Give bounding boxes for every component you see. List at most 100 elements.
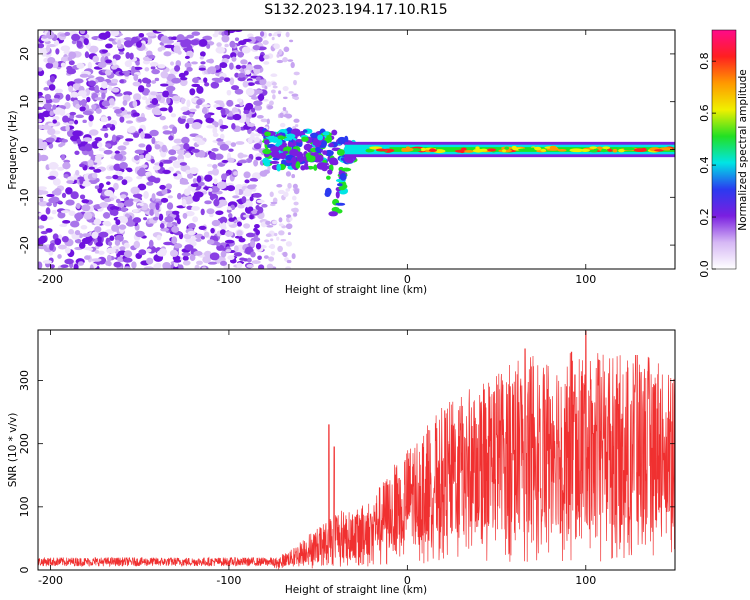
spectrogram-noise-blob xyxy=(117,145,127,151)
spectrogram-noise-blob xyxy=(173,173,178,177)
spectrogram-noise-blob xyxy=(270,238,274,242)
spectrogram-noise-blob xyxy=(259,79,266,85)
spectrogram-noise-blob xyxy=(172,210,180,215)
spectrogram-noise-blob xyxy=(166,202,174,210)
spectrogram-noise-blob xyxy=(161,144,167,153)
spectrogram-carrier-blob xyxy=(324,191,331,198)
spectrogram-noise-blob xyxy=(235,184,243,190)
spectrogram-noise-blob xyxy=(100,128,109,132)
spectrogram-noise-blob xyxy=(278,90,282,95)
spectrogram-noise-blob xyxy=(289,217,293,221)
spectrogram-carrier-blob xyxy=(328,211,338,217)
spectrogram-noise-blob xyxy=(107,241,113,247)
spectrogram-noise-blob xyxy=(71,33,81,42)
spectrogram-noise-blob xyxy=(95,241,104,247)
spectrogram-noise-blob xyxy=(136,116,147,122)
spectrogram-noise-blob xyxy=(162,169,171,174)
spectrogram-carrier-blob xyxy=(269,160,280,164)
spectrogram-noise-blob xyxy=(216,42,222,48)
spectrogram-noise-blob xyxy=(191,61,198,65)
snr-y-tick-label: 0 xyxy=(18,567,31,574)
spectrogram-noise-blob xyxy=(123,250,133,258)
spectrogram-noise-blob xyxy=(241,46,251,54)
spectrogram-noise-blob xyxy=(83,211,93,220)
spectrogram-noise-blob xyxy=(68,60,75,66)
spectrogram-noise-blob xyxy=(74,238,82,244)
spectrogram-noise-blob xyxy=(49,243,54,251)
spectrogram-noise-blob xyxy=(38,140,45,148)
spectrogram-noise-blob xyxy=(70,191,79,200)
spectrogram-carrier-blob xyxy=(335,202,346,206)
spectrogram-noise-blob xyxy=(62,115,69,123)
spectrogram-noise-blob xyxy=(66,68,77,75)
spectrogram-noise-blob xyxy=(273,43,280,50)
spectrogram-noise-blob xyxy=(245,232,255,238)
spectrogram-noise-blob xyxy=(91,172,98,179)
spectrogram-noise-blob xyxy=(111,224,120,232)
spectrogram-noise-blob xyxy=(38,91,43,97)
spectrogram-noise-blob xyxy=(171,95,181,102)
spectrogram-noise-blob xyxy=(82,137,93,142)
carrier-peak-blob xyxy=(654,149,664,152)
spectrogram-carrier-blob xyxy=(289,148,300,157)
spectrogram-noise-blob xyxy=(151,80,157,84)
spectrogram-noise-blob xyxy=(135,60,140,66)
spectrogram-noise-blob xyxy=(151,137,156,145)
spectrogram-noise-blob xyxy=(180,76,188,81)
spectrogram-noise-blob xyxy=(224,43,229,48)
spectrogram-noise-blob xyxy=(103,211,111,219)
spectrogram-noise-blob xyxy=(138,154,145,159)
spectrogram-noise-blob xyxy=(234,72,240,78)
carrier-peak-blob xyxy=(546,148,560,151)
spectrogram-noise-blob xyxy=(112,58,117,66)
spectrogram-noise-blob xyxy=(146,181,154,186)
carrier-peak-blob xyxy=(641,147,647,152)
spectrogram-noise-blob xyxy=(58,143,64,148)
spectrogram-carrier-blob xyxy=(322,131,330,136)
spectrogram-noise-blob xyxy=(279,122,286,128)
spectrogram-noise-blob xyxy=(91,104,97,111)
spectrogram-noise-blob xyxy=(95,108,102,114)
spectrogram-noise-blob xyxy=(149,129,159,137)
spectrogram-noise-blob xyxy=(44,93,52,101)
spectrogram-noise-blob xyxy=(181,115,187,120)
spectrogram-noise-blob xyxy=(47,175,57,180)
spectrogram-noise-blob xyxy=(202,106,208,114)
spectrogram-carrier-blob xyxy=(338,185,346,191)
spectrogram-noise-blob xyxy=(84,51,90,59)
snr-panel: -200 -100 0 100 0 100 200 300 Height of straig… xyxy=(7,329,676,596)
spectrogram-noise-blob xyxy=(52,119,57,124)
spectrogram-noise-blob xyxy=(287,182,292,189)
spectrogram-noise-blob xyxy=(212,132,219,138)
spectrogram-noise-blob xyxy=(93,218,102,226)
spectrogram-noise-blob xyxy=(138,143,146,148)
spectrogram-noise-blob xyxy=(221,173,227,181)
spectrogram-noise-blob xyxy=(115,170,124,176)
snr-y-ticks: 0 100 200 300 xyxy=(18,370,675,574)
spectrogram-noise-blob xyxy=(245,117,251,125)
spectrogram-noise-blob xyxy=(75,103,81,109)
spectrogram-noise-blob xyxy=(162,159,173,164)
spectrogram-noise-blob xyxy=(257,93,265,102)
spectrogram-noise-blob xyxy=(217,199,228,207)
spectrogram-noise-blob xyxy=(162,130,172,135)
spectrogram-noise-blob xyxy=(267,165,271,172)
spectrogram-noise-blob xyxy=(46,193,55,198)
spectrogram-noise-blob xyxy=(228,217,235,222)
spectrogram-noise-blob xyxy=(266,118,270,125)
spectrogram-noise-blob xyxy=(168,135,174,141)
spectrogram-carrier xyxy=(261,127,675,217)
snr-y-tick-label: 100 xyxy=(18,496,31,517)
spectrogram-noise-blob xyxy=(234,88,244,95)
spectrogram-noise-blob xyxy=(171,225,180,233)
spectrogram-noise-blob xyxy=(146,248,152,253)
spectrogram-carrier-blob xyxy=(340,157,345,161)
spectrogram-y-tick-label: -20 xyxy=(18,236,31,254)
spectrogram-noise-blob xyxy=(286,259,292,264)
spectrogram-noise-blob xyxy=(119,162,128,170)
spectrogram-noise-blob xyxy=(237,76,246,82)
spectrogram-noise-blob xyxy=(144,67,150,72)
spectrogram-noise-blob xyxy=(88,119,93,128)
spectrogram-noise-blob xyxy=(253,64,262,70)
spectrogram-noise-blob xyxy=(190,183,199,188)
